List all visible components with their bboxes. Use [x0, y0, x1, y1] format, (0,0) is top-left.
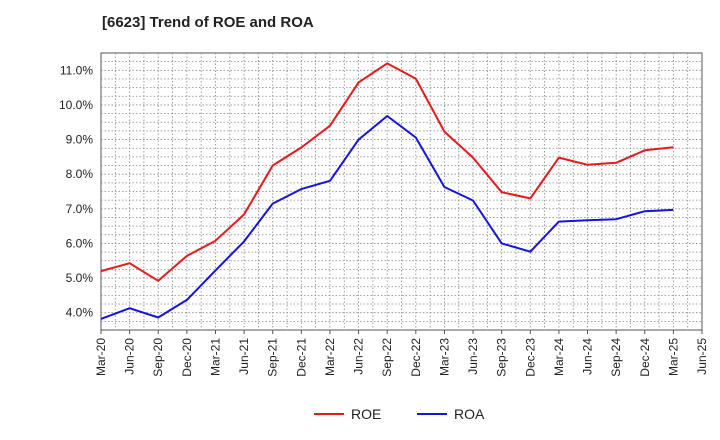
y-tick-label: 8.0% — [66, 167, 94, 181]
series-line-roe — [100, 62, 674, 282]
legend-label-roa: ROA — [454, 406, 485, 422]
x-tick-label: Mar-23 — [437, 338, 451, 376]
y-tick-label: 4.0% — [66, 306, 94, 320]
x-tick-label: Sep-22 — [380, 338, 394, 377]
x-tick-label: Sep-21 — [266, 338, 280, 377]
x-axis-ticks: Mar-20 Jun-20 Sep-20 Dec-20 Mar-21 Jun-21 Sep-… — [94, 330, 709, 377]
x-tick-label: Jun-20 — [123, 338, 137, 375]
legend: ROE ROA — [314, 406, 485, 422]
x-tick-label: Dec-23 — [523, 338, 537, 377]
series-lines — [100, 62, 674, 320]
x-tick-label: Mar-25 — [666, 338, 680, 376]
x-tick-label: Dec-21 — [294, 338, 308, 377]
y-tick-label: 7.0% — [66, 202, 94, 216]
x-tick-label: Mar-22 — [323, 338, 337, 376]
x-tick-label: Jun-21 — [237, 338, 251, 375]
y-tick-label: 5.0% — [66, 271, 94, 285]
y-tick-label: 6.0% — [66, 236, 94, 250]
x-tick-label: Dec-22 — [409, 338, 423, 377]
x-tick-label: Jun-23 — [466, 338, 480, 375]
y-tick-label: 10.0% — [59, 98, 93, 112]
x-tick-label: Mar-20 — [94, 338, 108, 376]
x-tick-label: Jun-24 — [581, 338, 595, 375]
x-tick-label: Sep-24 — [609, 338, 623, 377]
x-tick-label: Jun-25 — [695, 338, 709, 375]
chart-title: [6623] Trend of ROE and ROA — [102, 14, 314, 31]
legend-label-roe: ROE — [351, 406, 381, 422]
y-axis-ticks: 4.0% 5.0% 6.0% 7.0% 8.0% 9.0% 10.0% 11.0% — [59, 63, 93, 319]
x-tick-label: Dec-20 — [180, 338, 194, 377]
x-tick-label: Jun-22 — [352, 338, 366, 375]
grid-lines — [101, 53, 702, 330]
x-tick-label: Sep-20 — [151, 338, 165, 377]
y-tick-label: 9.0% — [66, 133, 94, 147]
y-tick-label: 11.0% — [60, 63, 93, 77]
x-tick-label: Sep-23 — [495, 338, 509, 377]
series-line-roa — [100, 115, 674, 320]
x-tick-label: Dec-24 — [638, 338, 652, 377]
x-tick-label: Mar-21 — [208, 338, 222, 376]
x-tick-label: Mar-24 — [552, 338, 566, 376]
